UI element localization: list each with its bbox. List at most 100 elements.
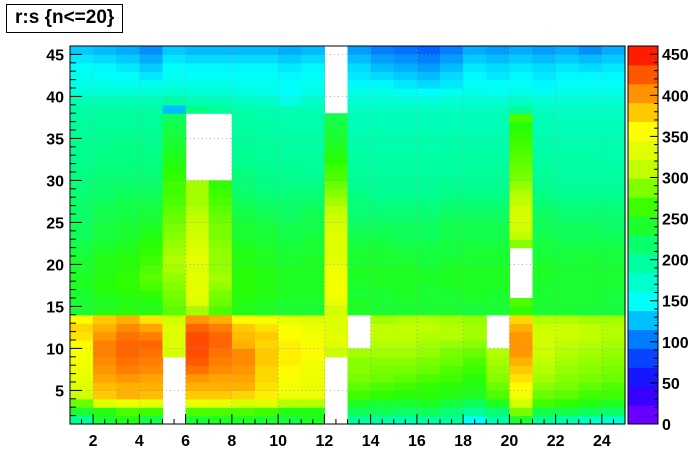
heatmap-cell — [486, 113, 510, 123]
heatmap-cell — [278, 197, 302, 207]
heatmap-cell — [601, 323, 626, 333]
heatmap-cell — [162, 306, 187, 316]
heatmap-cell — [347, 365, 372, 375]
heatmap-cell — [393, 365, 418, 375]
heatmap-cell — [278, 289, 302, 299]
heatmap-cell — [255, 214, 279, 223]
heatmap-cell — [93, 382, 117, 391]
heatmap-cell — [116, 390, 140, 400]
heatmap-cell — [208, 407, 233, 417]
heatmap-cell — [139, 188, 164, 198]
heatmap-cell — [162, 272, 187, 282]
heatmap-cell — [278, 121, 302, 131]
heatmap-cell — [93, 390, 117, 400]
heatmap-cell — [324, 230, 349, 240]
heatmap-cell — [601, 247, 626, 257]
heatmap-cell — [486, 298, 510, 307]
color-palette — [627, 45, 659, 425]
heatmap-cell — [139, 88, 164, 97]
heatmap-cell — [324, 272, 349, 282]
heatmap-cell — [255, 239, 279, 249]
heatmap-cell — [370, 365, 395, 375]
heatmap-cell — [393, 314, 418, 324]
heatmap-cell — [255, 121, 279, 131]
palette-band — [628, 216, 658, 236]
heatmap-cell — [278, 348, 302, 358]
heatmap-cell — [70, 323, 94, 333]
heatmap-cell — [393, 104, 418, 114]
heatmap-cell — [393, 398, 418, 408]
heatmap-cell — [578, 398, 603, 408]
heatmap-cell — [231, 146, 256, 156]
heatmap-cell — [185, 331, 210, 341]
heatmap-cell — [301, 104, 325, 114]
heatmap-cell — [231, 398, 256, 408]
heatmap-cell — [509, 46, 534, 55]
heatmap-cell — [440, 382, 464, 391]
heatmap-cell — [116, 306, 140, 316]
heatmap-cell — [139, 373, 164, 383]
heatmap-cell — [555, 222, 580, 232]
heatmap-cell — [255, 155, 279, 165]
heatmap-cell — [440, 407, 464, 417]
heatmap-cell — [532, 121, 557, 131]
heatmap-cell — [393, 230, 418, 240]
heatmap-cell — [486, 46, 510, 55]
heatmap-cell — [486, 222, 510, 232]
heatmap-cell — [162, 121, 187, 131]
heatmap-cell — [509, 130, 534, 139]
heatmap-cell — [416, 163, 441, 173]
heatmap-cell — [231, 46, 256, 55]
heatmap-cell — [463, 146, 487, 156]
heatmap-cell — [208, 373, 233, 383]
heatmap-cell — [532, 348, 557, 358]
palette-band — [628, 102, 658, 123]
heatmap-cell — [393, 205, 418, 215]
heatmap-cell — [509, 222, 534, 232]
heatmap-cell — [486, 382, 510, 391]
heatmap-cell — [278, 247, 302, 257]
heatmap-cell — [185, 62, 210, 72]
heatmap-cell — [532, 71, 557, 81]
heatmap-cell — [231, 155, 256, 165]
heatmap-cell — [440, 298, 464, 307]
heatmap-cell — [416, 348, 441, 358]
heatmap-cell — [139, 46, 164, 55]
heatmap-cell — [139, 214, 164, 223]
heatmap-cell — [70, 298, 94, 307]
x-tick-label: 16 — [408, 433, 426, 450]
heatmap-cell — [116, 348, 140, 358]
heatmap-cell — [255, 247, 279, 257]
heatmap-cell — [347, 146, 372, 156]
heatmap-cell — [416, 197, 441, 207]
heatmap-cell — [116, 382, 140, 391]
heatmap-cell — [70, 373, 94, 383]
heatmap-cell — [185, 373, 210, 383]
palette-band — [628, 405, 658, 425]
heatmap-cell — [278, 306, 302, 316]
heatmap-cell — [185, 79, 210, 89]
heatmap-cell — [486, 281, 510, 291]
heatmap-cell — [463, 382, 487, 391]
heatmap-cell — [301, 88, 325, 97]
heatmap-cell — [393, 121, 418, 131]
heatmap-cell — [555, 79, 580, 89]
heatmap-cell — [231, 79, 256, 89]
heatmap-cell — [278, 407, 302, 417]
heatmap-cell — [601, 104, 626, 114]
heatmap-cell — [70, 180, 94, 190]
heatmap-cell — [578, 314, 603, 324]
heatmap-cell — [555, 340, 580, 349]
heatmap-cell — [347, 356, 372, 366]
heatmap-cell — [278, 365, 302, 375]
heatmap-cell — [393, 390, 418, 400]
heatmap-cell — [532, 264, 557, 274]
heatmap-cell — [347, 62, 372, 72]
heatmap-cell — [93, 96, 117, 106]
heatmap-cell — [578, 331, 603, 341]
heatmap-cell — [440, 104, 464, 114]
heatmap-cell — [393, 62, 418, 72]
heatmap-cell — [255, 62, 279, 72]
heatmap-cell — [601, 130, 626, 139]
heatmap-cell — [93, 46, 117, 55]
